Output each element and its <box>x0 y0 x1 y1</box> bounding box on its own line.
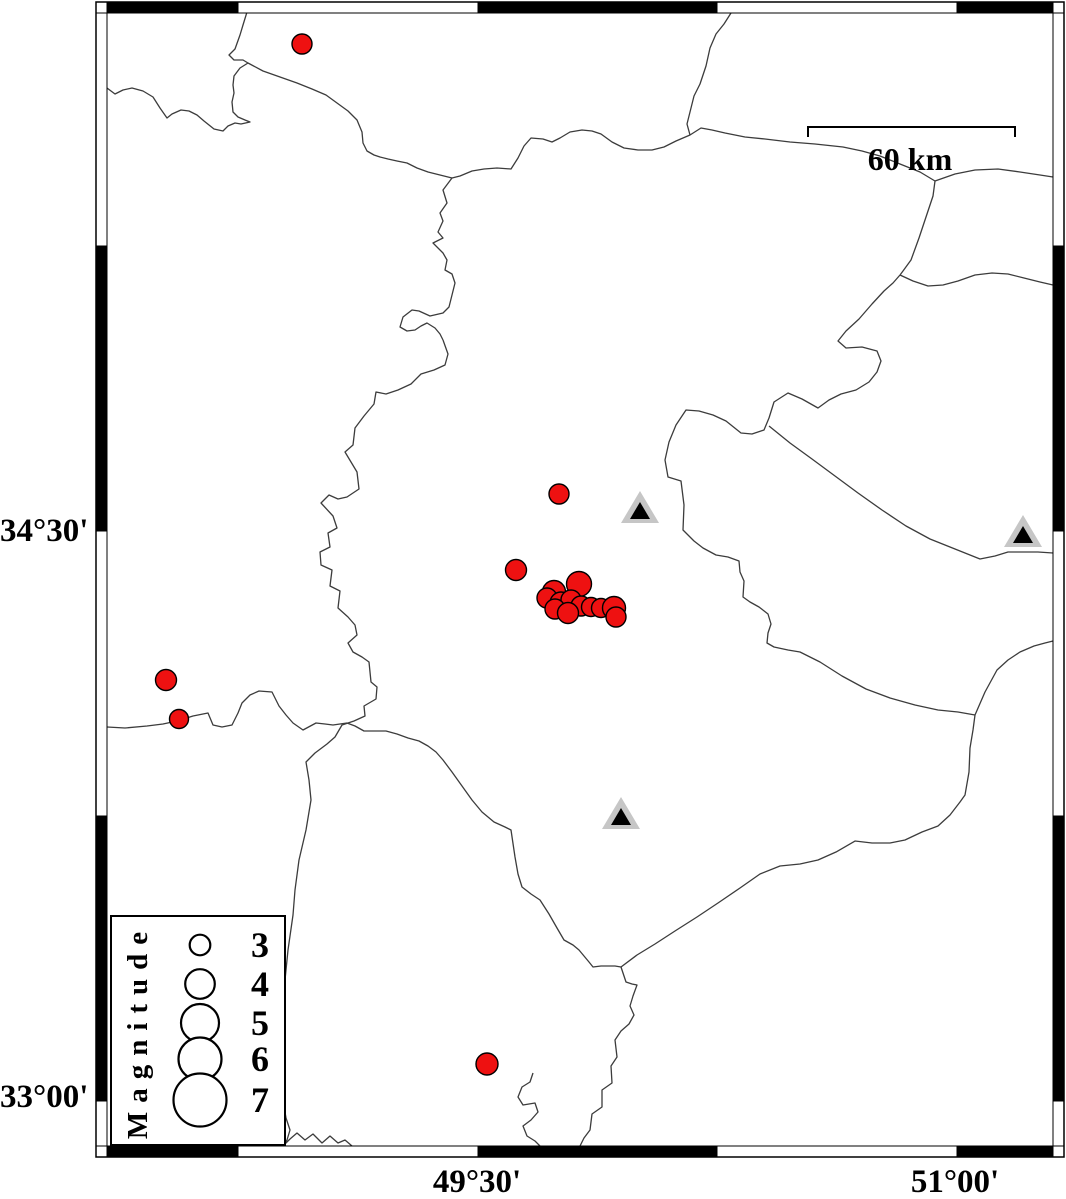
frame-segment-horizontal <box>237 1 479 14</box>
station-triangle-icon <box>1013 526 1033 543</box>
earthquake-epicenter-marker <box>154 668 178 692</box>
province-boundary-line <box>106 11 251 132</box>
latitude-label: 34°30' <box>0 513 89 549</box>
province-boundary-line <box>974 640 1054 716</box>
province-boundary-line <box>106 690 622 968</box>
legend-magnitude-value: 4 <box>251 964 269 1004</box>
frame-segment-horizontal <box>716 1 958 14</box>
province-boundary-line <box>768 425 1054 560</box>
frame-segment-horizontal <box>956 1145 1054 1158</box>
province-boundary-line <box>399 177 456 341</box>
frame-segment-vertical <box>95 12 108 247</box>
earthquake-epicenter-marker <box>291 33 313 55</box>
scale-bar <box>807 126 1016 137</box>
frame-segment-vertical <box>95 245 108 532</box>
frame-segment-vertical <box>95 815 108 1102</box>
province-boundary-line <box>934 168 1054 182</box>
province-boundary-line <box>517 1072 541 1147</box>
earthquake-epicenter-marker <box>556 601 580 625</box>
frame-segment-vertical <box>1052 530 1065 817</box>
province-boundary-line <box>280 339 449 1147</box>
frame-segment-horizontal <box>477 1145 718 1158</box>
legend-magnitude-value: 6 <box>251 1039 269 1079</box>
frame-segment-vertical <box>1052 245 1065 532</box>
frame-corner <box>95 1145 108 1158</box>
earthquake-epicenter-marker <box>548 483 570 505</box>
earthquake-epicenter-marker <box>605 606 627 628</box>
province-boundary-line <box>451 127 936 276</box>
frame-segment-horizontal <box>716 1145 958 1158</box>
earthquake-epicenter-marker <box>475 1052 499 1076</box>
station-triangle-icon <box>630 502 650 519</box>
province-boundary-line <box>899 272 1054 287</box>
legend-magnitude-circle <box>188 933 212 957</box>
frame-segment-horizontal <box>956 1 1054 14</box>
frame-segment-vertical <box>95 530 108 817</box>
map-outer-border <box>95 1 1065 1158</box>
scale-bar-label: 60 km <box>867 141 953 177</box>
legend-magnitude-circle <box>179 1002 221 1044</box>
legend-magnitude-value: 5 <box>251 1003 269 1043</box>
longitude-label: 51°00' <box>910 1164 1000 1199</box>
province-boundary-line <box>282 1132 353 1147</box>
province-boundary-line <box>686 12 732 136</box>
legend-magnitude-value: 7 <box>251 1080 269 1120</box>
province-boundary-line <box>620 714 976 968</box>
province-boundary-line <box>664 274 976 716</box>
frame-segment-vertical <box>1052 12 1065 247</box>
longitude-label: 49°30' <box>432 1164 522 1199</box>
legend-magnitude-circle <box>172 1072 228 1128</box>
frame-segment-horizontal <box>106 1 239 14</box>
frame-segment-vertical <box>1052 1100 1065 1147</box>
frame-segment-horizontal <box>477 1 718 14</box>
latitude-label: 33°00' <box>0 1079 89 1115</box>
province-boundary-line <box>247 62 453 179</box>
frame-corner <box>1052 1 1065 14</box>
frame-corner <box>95 1 108 14</box>
legend-magnitude-value: 3 <box>251 925 269 965</box>
earthquake-epicenter-marker <box>504 558 528 582</box>
legend-magnitude-circle <box>184 968 216 1000</box>
frame-corner <box>1052 1145 1065 1158</box>
earthquake-epicenter-marker <box>168 708 190 730</box>
frame-segment-vertical <box>1052 815 1065 1102</box>
station-triangle-icon <box>611 808 631 825</box>
frame-segment-vertical <box>95 1100 108 1147</box>
province-boundary-line <box>579 966 638 1147</box>
